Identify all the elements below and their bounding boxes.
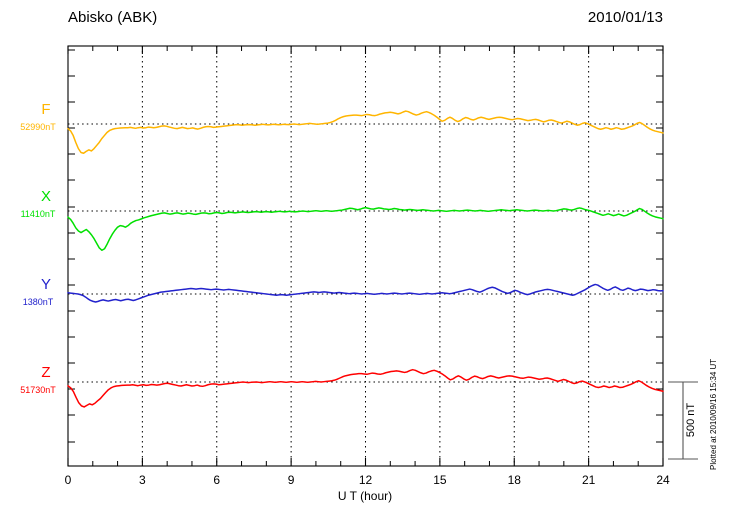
component-baseline-x: 11410nT (21, 209, 56, 219)
x-tick-label: 18 (508, 473, 522, 487)
x-tick-labels: 0 3 6 9 12 15 18 21 24 (65, 473, 670, 487)
date-label: 2010/01/13 (588, 9, 663, 26)
vertical-gridlines (141, 46, 590, 466)
x-tick-label: 6 (213, 473, 220, 487)
component-label-x: X (41, 188, 51, 205)
trace-z (67, 368, 664, 408)
trace-y (67, 283, 664, 303)
component-labels: F 52990nT X 11410nT Y 1380nT Z 51730nT (20, 101, 56, 395)
trace-x (67, 206, 664, 252)
x-tick-label: 24 (656, 473, 670, 487)
x-tick-label: 3 (139, 473, 146, 487)
axis-ticks (67, 46, 664, 466)
component-label-y: Y (41, 276, 51, 293)
x-tick-label: 12 (359, 473, 373, 487)
page-title: Abisko (ABK) (68, 9, 157, 26)
trace-lines (67, 110, 664, 408)
component-baseline-f: 52990nT (20, 122, 56, 132)
component-baseline-y: 1380nT (23, 297, 54, 307)
scale-bar-label: 500 nT (685, 403, 697, 438)
plot-timestamp: Plotted at 2010/09/16 15:34 UT (709, 359, 718, 470)
component-label-z: Z (41, 364, 50, 381)
x-tick-label: 9 (288, 473, 295, 487)
trace-f (67, 110, 664, 155)
x-tick-label: 0 (65, 473, 72, 487)
component-label-f: F (41, 101, 50, 118)
component-baseline-z: 51730nT (20, 385, 56, 395)
scale-bar: 500 nT (668, 381, 698, 460)
x-tick-label: 21 (582, 473, 596, 487)
x-tick-label: 15 (433, 473, 447, 487)
x-axis-title: U T (hour) (338, 489, 392, 503)
